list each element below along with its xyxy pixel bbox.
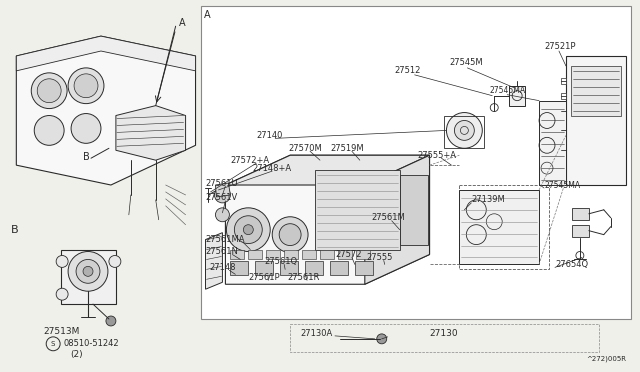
Polygon shape	[17, 36, 196, 185]
Text: 27572+A: 27572+A	[230, 156, 269, 165]
Circle shape	[109, 256, 121, 267]
Circle shape	[71, 113, 101, 143]
Circle shape	[216, 208, 229, 222]
Circle shape	[68, 251, 108, 291]
Circle shape	[243, 225, 253, 235]
Circle shape	[68, 68, 104, 104]
Text: 27561P: 27561P	[248, 273, 280, 282]
Circle shape	[279, 224, 301, 246]
Text: 27561V: 27561V	[205, 193, 237, 202]
Bar	[320, 250, 334, 259]
Bar	[290, 324, 599, 352]
Bar	[248, 250, 262, 259]
Bar	[356, 250, 370, 259]
Circle shape	[56, 256, 68, 267]
Bar	[399, 175, 428, 244]
Text: 27561N: 27561N	[205, 247, 238, 256]
Polygon shape	[572, 208, 589, 220]
Text: 27561U: 27561U	[205, 179, 238, 187]
Bar	[561, 108, 566, 113]
Bar	[315, 170, 399, 250]
Bar	[305, 262, 323, 275]
Bar	[255, 262, 273, 275]
Text: 27555: 27555	[367, 253, 393, 262]
Circle shape	[214, 187, 230, 203]
Circle shape	[35, 116, 64, 145]
Polygon shape	[572, 225, 589, 237]
Text: A: A	[179, 18, 185, 28]
Bar	[571, 66, 621, 116]
Text: 27654Q: 27654Q	[555, 260, 588, 269]
Text: ^272)005R: ^272)005R	[587, 356, 627, 362]
Text: 27545M: 27545M	[449, 58, 483, 67]
Circle shape	[37, 79, 61, 103]
Circle shape	[447, 113, 483, 148]
Circle shape	[377, 334, 387, 344]
Text: 27561R: 27561R	[287, 273, 319, 282]
Circle shape	[227, 208, 270, 251]
Text: S: S	[51, 341, 55, 347]
Text: B: B	[83, 152, 90, 162]
Bar	[266, 250, 280, 259]
Text: 27561M: 27561M	[372, 213, 406, 222]
Polygon shape	[460, 190, 539, 264]
Circle shape	[83, 266, 93, 276]
Text: 27545MA: 27545MA	[544, 180, 580, 189]
Text: 27561Q: 27561Q	[264, 257, 298, 266]
Bar	[230, 262, 248, 275]
Text: B: B	[12, 225, 19, 235]
Bar	[200, 6, 630, 319]
Text: 27148+A: 27148+A	[252, 164, 291, 173]
Bar	[284, 250, 298, 259]
Polygon shape	[225, 155, 429, 284]
Text: 27521P: 27521P	[544, 42, 575, 51]
Text: 27130A: 27130A	[300, 329, 332, 339]
Text: (2): (2)	[70, 350, 83, 359]
Text: 27519M: 27519M	[330, 144, 364, 153]
Bar	[230, 250, 244, 259]
Text: 27570M: 27570M	[288, 144, 322, 153]
Text: 27572: 27572	[335, 250, 362, 259]
Circle shape	[106, 316, 116, 326]
Circle shape	[74, 74, 98, 98]
Text: 27148: 27148	[209, 263, 236, 272]
Text: 27513M: 27513M	[43, 327, 79, 336]
Text: A: A	[204, 10, 210, 20]
Circle shape	[56, 288, 68, 300]
Polygon shape	[216, 183, 230, 197]
Circle shape	[272, 217, 308, 253]
Circle shape	[31, 73, 67, 109]
Polygon shape	[539, 101, 566, 185]
Circle shape	[234, 216, 262, 244]
Bar	[561, 78, 566, 84]
Text: 08510-51242: 08510-51242	[63, 339, 119, 348]
Polygon shape	[61, 250, 116, 304]
Bar	[460, 185, 549, 269]
Polygon shape	[509, 86, 525, 106]
Polygon shape	[17, 36, 196, 71]
Text: 27140: 27140	[256, 131, 283, 140]
Text: 27555+A: 27555+A	[417, 151, 456, 160]
Bar	[302, 250, 316, 259]
Polygon shape	[225, 155, 429, 185]
Polygon shape	[365, 155, 429, 284]
Circle shape	[76, 259, 100, 283]
Bar	[330, 262, 348, 275]
Polygon shape	[205, 232, 223, 289]
Text: 27512: 27512	[395, 66, 421, 76]
Bar	[355, 262, 372, 275]
Bar	[566, 56, 626, 185]
Circle shape	[454, 121, 474, 140]
Text: 27561MA: 27561MA	[205, 235, 245, 244]
Bar	[561, 128, 566, 134]
Bar	[338, 250, 352, 259]
Bar	[561, 93, 566, 99]
Bar	[561, 147, 566, 153]
Polygon shape	[116, 106, 186, 160]
Text: 27139M: 27139M	[471, 195, 505, 204]
Bar	[280, 262, 298, 275]
Text: 27130: 27130	[429, 329, 458, 339]
Text: 27545MA: 27545MA	[489, 86, 525, 95]
